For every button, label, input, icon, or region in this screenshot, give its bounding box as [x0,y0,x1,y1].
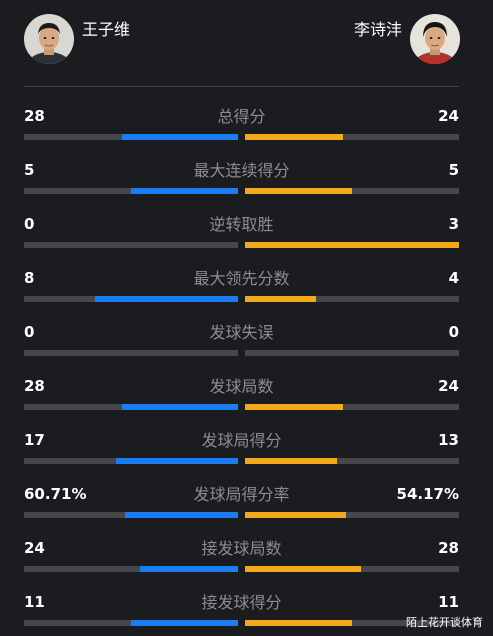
stat-left-bar-fill [94,296,238,302]
stat-row: 发球局得分率 60.71% 54.17% [24,485,459,523]
stat-left-bar-track [24,512,238,518]
stat-row: 发球局数 28 24 [24,377,459,415]
stat-right-bar-track [245,404,459,410]
stat-right-bar-track [245,188,459,194]
stat-right-bar-fill [245,296,316,302]
stat-left-bar-fill [131,188,238,194]
stat-right-bar-track [245,296,459,302]
stat-right-bar-fill [245,188,352,194]
stat-right-bar-fill [245,458,338,464]
player-right-name: 李诗沣 [353,20,402,39]
stat-label: 发球局得分率 [193,485,290,504]
stat-right-bar-fill [245,512,346,518]
stat-left-bar-track [24,134,238,140]
player-right-avatar[interactable] [410,14,460,64]
stat-label: 接发球局数 [201,539,282,558]
stat-right-bar-fill [245,242,459,248]
stat-left-bar-fill [131,620,238,626]
stat-left-bar-fill [124,512,238,518]
stat-left-bar-track [24,242,238,248]
stat-left-bar-track [24,350,238,356]
stat-left-bar-track [24,620,238,626]
stat-left-value: 8 [24,269,35,287]
stat-label: 最大领先分数 [193,269,290,288]
stat-right-value: 28 [438,539,459,557]
stat-row: 逆转取胜 0 3 [24,215,459,253]
player-header: 王子维 李诗沣 [0,0,493,88]
stat-label: 逆转取胜 [209,215,274,234]
stat-row: 发球局得分 17 13 [24,431,459,469]
stat-right-value: 54.17% [396,485,459,503]
stat-label: 发球失误 [209,323,274,342]
stat-label: 最大连续得分 [193,161,290,180]
stat-left-value: 24 [24,539,45,557]
stat-left-bar-fill [122,404,238,410]
stat-row: 最大连续得分 5 5 [24,161,459,199]
player-left-avatar[interactable] [24,14,74,64]
stat-label: 总得分 [217,107,266,126]
stat-right-value: 5 [448,161,459,179]
stat-label: 发球局得分 [201,431,282,450]
stat-right-value: 11 [438,593,459,611]
stat-left-value: 5 [24,161,35,179]
stat-right-value: 4 [448,269,459,287]
stat-left-value: 28 [24,377,45,395]
stat-right-bar-fill [245,134,344,140]
stat-left-bar-track [24,296,238,302]
stat-right-bar-track [245,566,459,572]
stat-left-value: 0 [24,215,35,233]
stat-right-value: 24 [438,107,459,125]
stat-left-bar-track [24,566,238,572]
stat-right-value: 24 [438,377,459,395]
stat-right-bar-track [245,512,459,518]
stat-label: 接发球得分 [201,593,282,612]
stat-right-bar-track [245,350,459,356]
stat-right-bar-fill [245,404,344,410]
stat-left-bar-track [24,188,238,194]
stat-right-bar-fill [245,566,361,572]
stat-right-bar-track [245,134,459,140]
watermark: 陌上花开谈体育 [406,616,483,629]
stat-right-bar-fill [245,620,352,626]
stat-left-bar-fill [122,134,238,140]
player-right-photo-icon [410,14,460,64]
stat-right-value: 13 [438,431,459,449]
stat-left-value: 0 [24,323,35,341]
stat-right-bar-track [245,242,459,248]
player-left-name: 王子维 [82,20,131,39]
stat-row: 总得分 28 24 [24,107,459,145]
stat-left-value: 60.71% [24,485,87,503]
stat-right-value: 0 [448,323,459,341]
stat-left-bar-track [24,404,238,410]
player-left-photo-icon [24,14,74,64]
stat-right-value: 3 [448,215,459,233]
stat-right-bar-track [245,620,459,626]
stat-row: 发球失误 0 0 [24,323,459,361]
stat-row: 最大领先分数 8 4 [24,269,459,307]
header-divider [24,86,459,87]
stat-row: 接发球局数 24 28 [24,539,459,577]
stat-left-bar-track [24,458,238,464]
stat-left-value: 17 [24,431,45,449]
stat-row: 接发球得分 11 11 [24,593,459,631]
stat-left-value: 11 [24,593,45,611]
stat-right-bar-track [245,458,459,464]
stat-left-value: 28 [24,107,45,125]
stat-left-bar-fill [139,566,238,572]
stat-left-bar-fill [116,458,238,464]
stat-label: 发球局数 [209,377,274,396]
